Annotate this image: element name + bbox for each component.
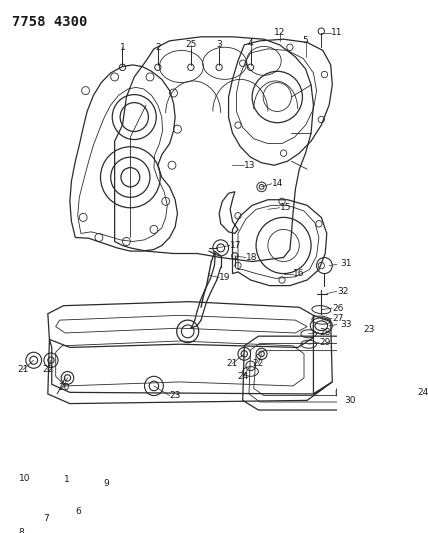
Text: 15: 15 bbox=[279, 203, 291, 212]
Text: 7758 4300: 7758 4300 bbox=[12, 15, 88, 29]
Text: 17: 17 bbox=[230, 241, 242, 250]
Text: 32: 32 bbox=[337, 287, 348, 296]
Text: 3: 3 bbox=[216, 41, 222, 50]
Text: 18: 18 bbox=[246, 253, 257, 262]
Text: 16: 16 bbox=[293, 269, 304, 278]
Text: 10: 10 bbox=[19, 474, 30, 483]
Text: 23: 23 bbox=[364, 325, 375, 334]
Text: 22: 22 bbox=[253, 359, 264, 368]
Text: 28: 28 bbox=[319, 328, 330, 337]
Text: 22: 22 bbox=[42, 366, 54, 374]
Text: 1: 1 bbox=[64, 475, 70, 484]
Text: 29: 29 bbox=[319, 338, 330, 347]
Text: 31: 31 bbox=[340, 260, 352, 269]
Text: 24: 24 bbox=[417, 388, 428, 397]
Text: 12: 12 bbox=[274, 28, 285, 37]
Text: 7: 7 bbox=[44, 514, 49, 523]
Text: 2: 2 bbox=[155, 43, 160, 52]
Text: 21: 21 bbox=[227, 359, 238, 368]
Text: 14: 14 bbox=[272, 179, 283, 188]
Text: 25: 25 bbox=[185, 41, 196, 50]
Text: 4: 4 bbox=[248, 39, 253, 48]
Text: 1: 1 bbox=[119, 43, 125, 52]
Text: 30: 30 bbox=[345, 396, 356, 405]
Text: 33: 33 bbox=[340, 320, 352, 329]
Text: 8: 8 bbox=[18, 528, 24, 533]
Text: 24: 24 bbox=[237, 372, 248, 381]
Text: 21: 21 bbox=[17, 366, 28, 374]
Text: 26: 26 bbox=[332, 304, 344, 312]
Text: 9: 9 bbox=[104, 479, 109, 488]
Text: 6: 6 bbox=[75, 507, 81, 516]
Text: 11: 11 bbox=[331, 28, 342, 37]
Text: 20: 20 bbox=[58, 383, 69, 392]
Text: 19: 19 bbox=[219, 273, 231, 282]
Text: 27: 27 bbox=[332, 314, 344, 323]
Text: 5: 5 bbox=[303, 36, 309, 45]
Text: 13: 13 bbox=[244, 161, 256, 169]
Text: 23: 23 bbox=[169, 391, 181, 400]
